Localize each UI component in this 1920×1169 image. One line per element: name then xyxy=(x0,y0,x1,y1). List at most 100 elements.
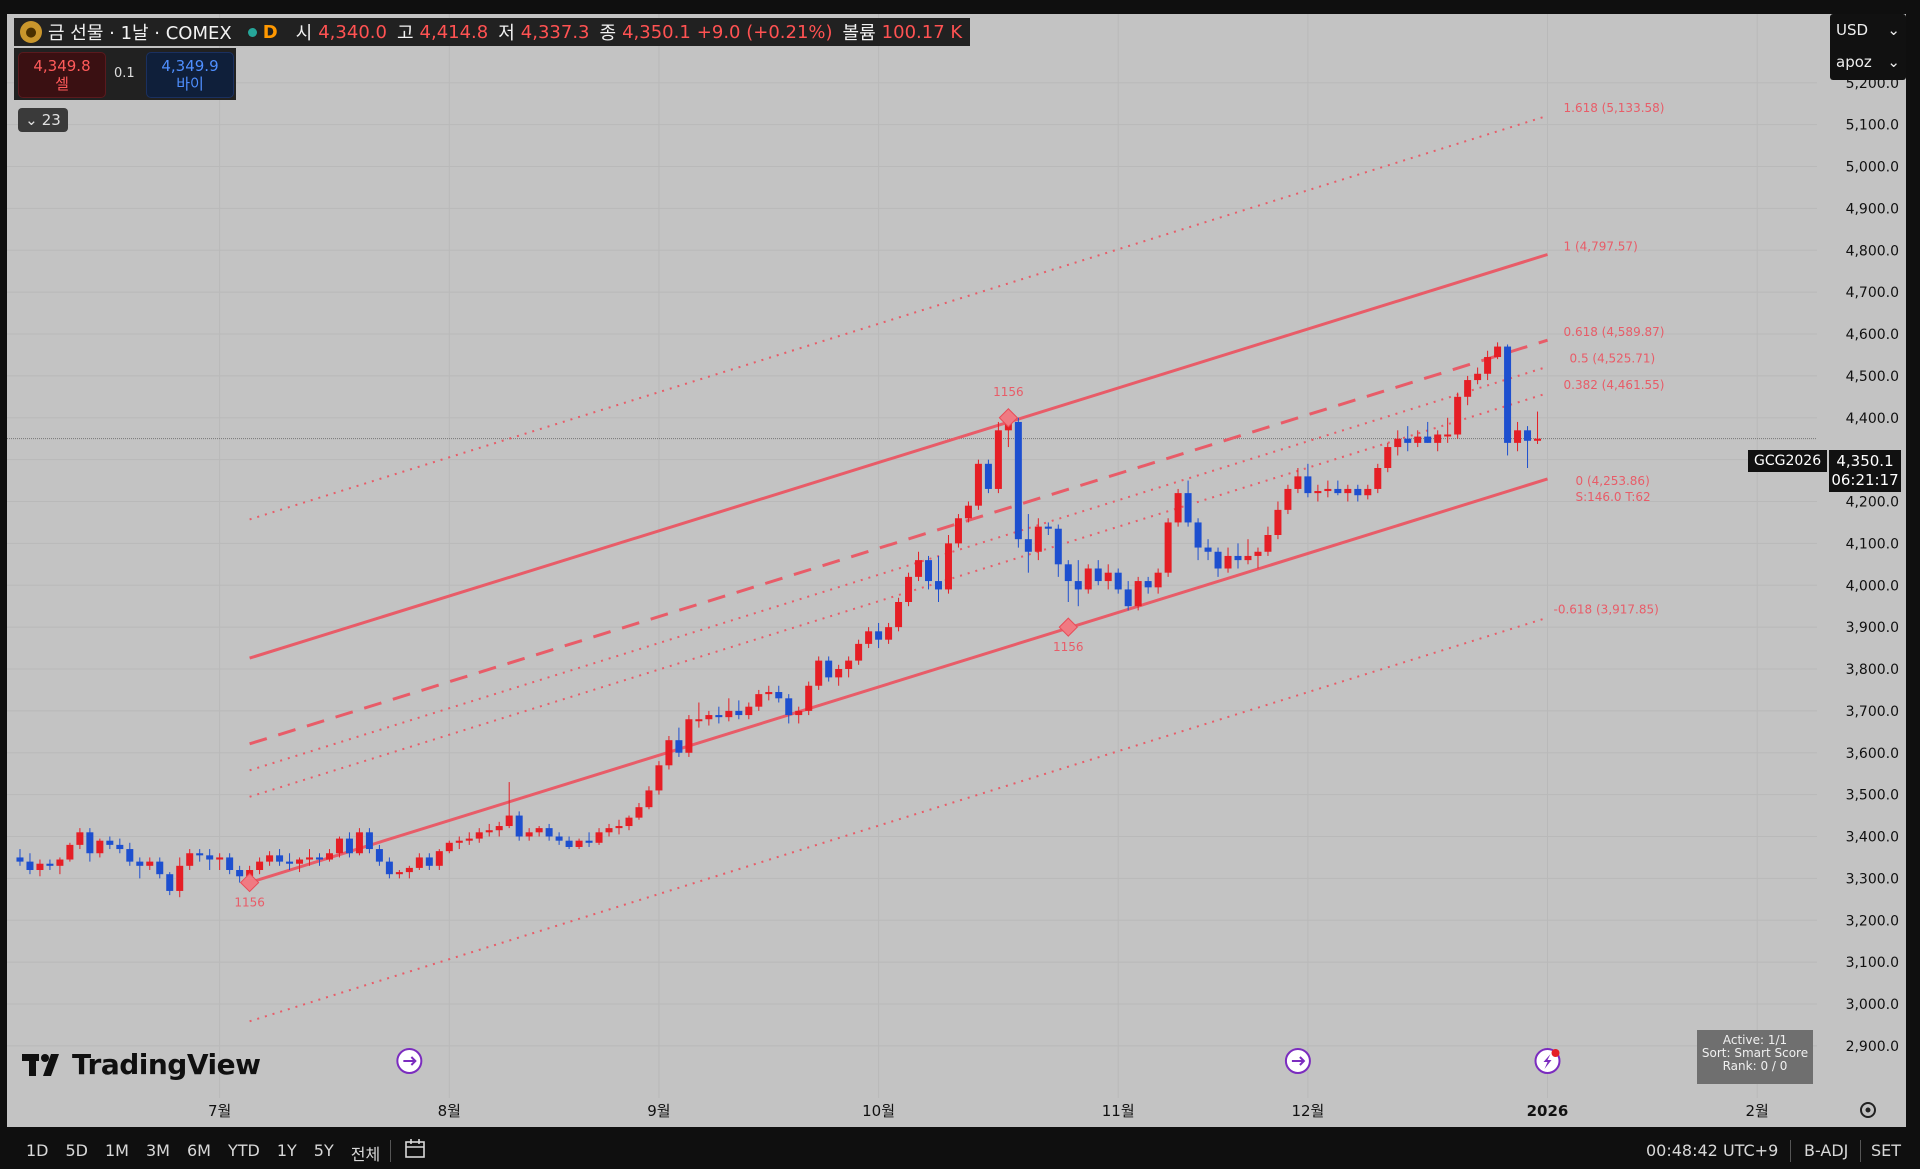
volume-value: 100.17 K xyxy=(881,21,963,43)
candle-body xyxy=(615,826,623,829)
low-value: 4,337.3 xyxy=(520,21,590,43)
symbol-price-label: GCG2026 xyxy=(1748,450,1828,472)
y-axis-tick-label: 3,200.0 xyxy=(1846,913,1899,929)
candle-body xyxy=(236,870,244,877)
candle-body xyxy=(795,710,803,716)
candle-body xyxy=(385,861,393,875)
sell-button[interactable]: 4,349.8 셀 xyxy=(18,52,106,98)
candle-body xyxy=(176,865,184,891)
candle-body xyxy=(276,855,284,862)
buy-price: 4,349.9 xyxy=(161,57,219,75)
candle-body xyxy=(375,849,383,862)
candle-body xyxy=(775,692,783,699)
indicators-collapse-button[interactable]: ⌄ 23 xyxy=(18,108,68,132)
settlement-toggle[interactable]: SET xyxy=(1871,1141,1902,1160)
candle-body xyxy=(146,861,154,866)
close-value: 4,350.1 xyxy=(622,21,691,43)
x-axis-tick-label: 11월 xyxy=(1102,1102,1135,1120)
channel-anchor-point xyxy=(239,872,260,893)
y-axis-tick-label: 3,800.0 xyxy=(1846,662,1899,678)
y-axis-tick-label: 2,900.0 xyxy=(1846,1039,1899,1055)
timeframe-badge: D xyxy=(262,21,278,43)
y-axis-tick-label: 3,600.0 xyxy=(1846,746,1899,762)
clock-timezone[interactable]: 00:48:42 UTC+9 xyxy=(1646,1141,1779,1160)
buy-button[interactable]: 4,349.9 바이 xyxy=(146,52,234,98)
y-axis-tick-label: 4,500.0 xyxy=(1846,369,1899,385)
fib-level-line xyxy=(249,392,1548,798)
open-value: 4,340.0 xyxy=(318,21,387,43)
candle-body xyxy=(445,842,453,852)
candle-body xyxy=(695,719,703,722)
candle-body xyxy=(1074,581,1082,590)
sell-label: 셀 xyxy=(55,75,69,93)
x-axis-tick-label: 12월 xyxy=(1291,1102,1324,1120)
toolbar-divider xyxy=(390,1140,391,1162)
gold-coin-icon: ● xyxy=(20,21,42,43)
candle-body xyxy=(525,832,533,837)
info-sort: Sort: Smart Score xyxy=(1701,1046,1809,1060)
range-button[interactable]: 1M xyxy=(105,1141,129,1160)
y-axis-tick-label: 3,000.0 xyxy=(1846,997,1899,1013)
toolbar-divider xyxy=(1860,1140,1861,1162)
candle-body xyxy=(535,828,543,833)
range-button[interactable]: 전체 xyxy=(350,1145,381,1164)
candle-body xyxy=(605,828,613,833)
candle-body xyxy=(286,861,294,864)
candle-body xyxy=(256,861,264,870)
candle-body xyxy=(1444,434,1452,437)
screener-info-box: Active: 1/1 Sort: Smart Score Rank: 0 / … xyxy=(1697,1030,1813,1084)
fib-level-label: 0.618 (4,589.87) xyxy=(1564,325,1665,339)
candle-body xyxy=(1244,555,1252,561)
candle-body xyxy=(1124,589,1132,607)
range-buttons: 1D 5D 1M 3M 6M YTD 1Y 5Y 전체 xyxy=(26,1141,380,1165)
back-adjust-toggle[interactable]: B-ADJ xyxy=(1804,1141,1849,1160)
toolbar-divider xyxy=(1790,1140,1791,1162)
tradingview-logo[interactable]: TradingView xyxy=(22,1048,261,1081)
range-button[interactable]: 3M xyxy=(145,1141,170,1160)
y-axis-tick-label: 3,500.0 xyxy=(1846,788,1899,804)
range-button[interactable]: YTD xyxy=(227,1141,260,1160)
fib-level-line xyxy=(249,616,1548,1023)
last-price-tag: 4,350.1 06:21:17 xyxy=(1829,450,1901,492)
candle-body xyxy=(855,643,863,661)
candle-body xyxy=(835,669,843,678)
candle-body xyxy=(934,581,942,590)
candle-body xyxy=(1384,447,1392,468)
candle-body xyxy=(1354,488,1362,496)
range-button[interactable]: 1D xyxy=(26,1141,49,1160)
price-chart[interactable]: 1.618 (5,133.58) 1 (4,797.57) 0.618 (4,589… xyxy=(7,14,1906,1127)
y-axis-tick-label: 3,300.0 xyxy=(1846,871,1899,887)
candle-body xyxy=(685,719,693,753)
close-label: 종 xyxy=(599,23,617,44)
candle-body xyxy=(1494,346,1502,358)
user-selector[interactable]: apoz ⌄ xyxy=(1830,46,1906,78)
last-price: 4,350.1 xyxy=(1836,452,1894,470)
candle-body xyxy=(315,857,323,860)
range-button[interactable]: 5Y xyxy=(313,1141,334,1160)
candle-body xyxy=(1324,488,1332,492)
candle-body xyxy=(425,857,433,866)
currency-selector[interactable]: USD ⌄ xyxy=(1830,14,1906,46)
candle-body xyxy=(1504,346,1512,443)
range-button[interactable]: 6M xyxy=(186,1141,211,1160)
chevron-down-icon: ⌄ xyxy=(25,111,38,129)
candle-body xyxy=(325,853,333,860)
symbol-header[interactable]: ● 금 선물 · 1날 · COMEX D 시 4,340.0 고 4,414.8 … xyxy=(14,18,971,46)
candle-body xyxy=(865,631,873,644)
candle-body xyxy=(1164,522,1172,573)
symbol-title[interactable]: 금 선물 · 1날 · COMEX xyxy=(48,23,232,44)
calendar-range-icon[interactable] xyxy=(404,1138,426,1160)
range-button[interactable]: 1Y xyxy=(276,1141,297,1160)
candle-body xyxy=(465,838,473,841)
range-button[interactable]: 5D xyxy=(65,1141,89,1160)
candle-body xyxy=(875,631,883,640)
candle-body xyxy=(1534,438,1542,441)
candle-body xyxy=(555,836,563,841)
fib-level-label: 0 (4,253.86) xyxy=(1576,474,1650,488)
candle-body xyxy=(16,857,24,862)
chart-area[interactable]: 1.618 (5,133.58) 1 (4,797.57) 0.618 (4,589… xyxy=(7,14,1906,1127)
candle-body xyxy=(1054,528,1062,565)
candle-body xyxy=(675,740,683,753)
candle-body xyxy=(755,694,763,707)
currency-box[interactable]: USD ⌄ apoz ⌄ xyxy=(1830,14,1906,80)
